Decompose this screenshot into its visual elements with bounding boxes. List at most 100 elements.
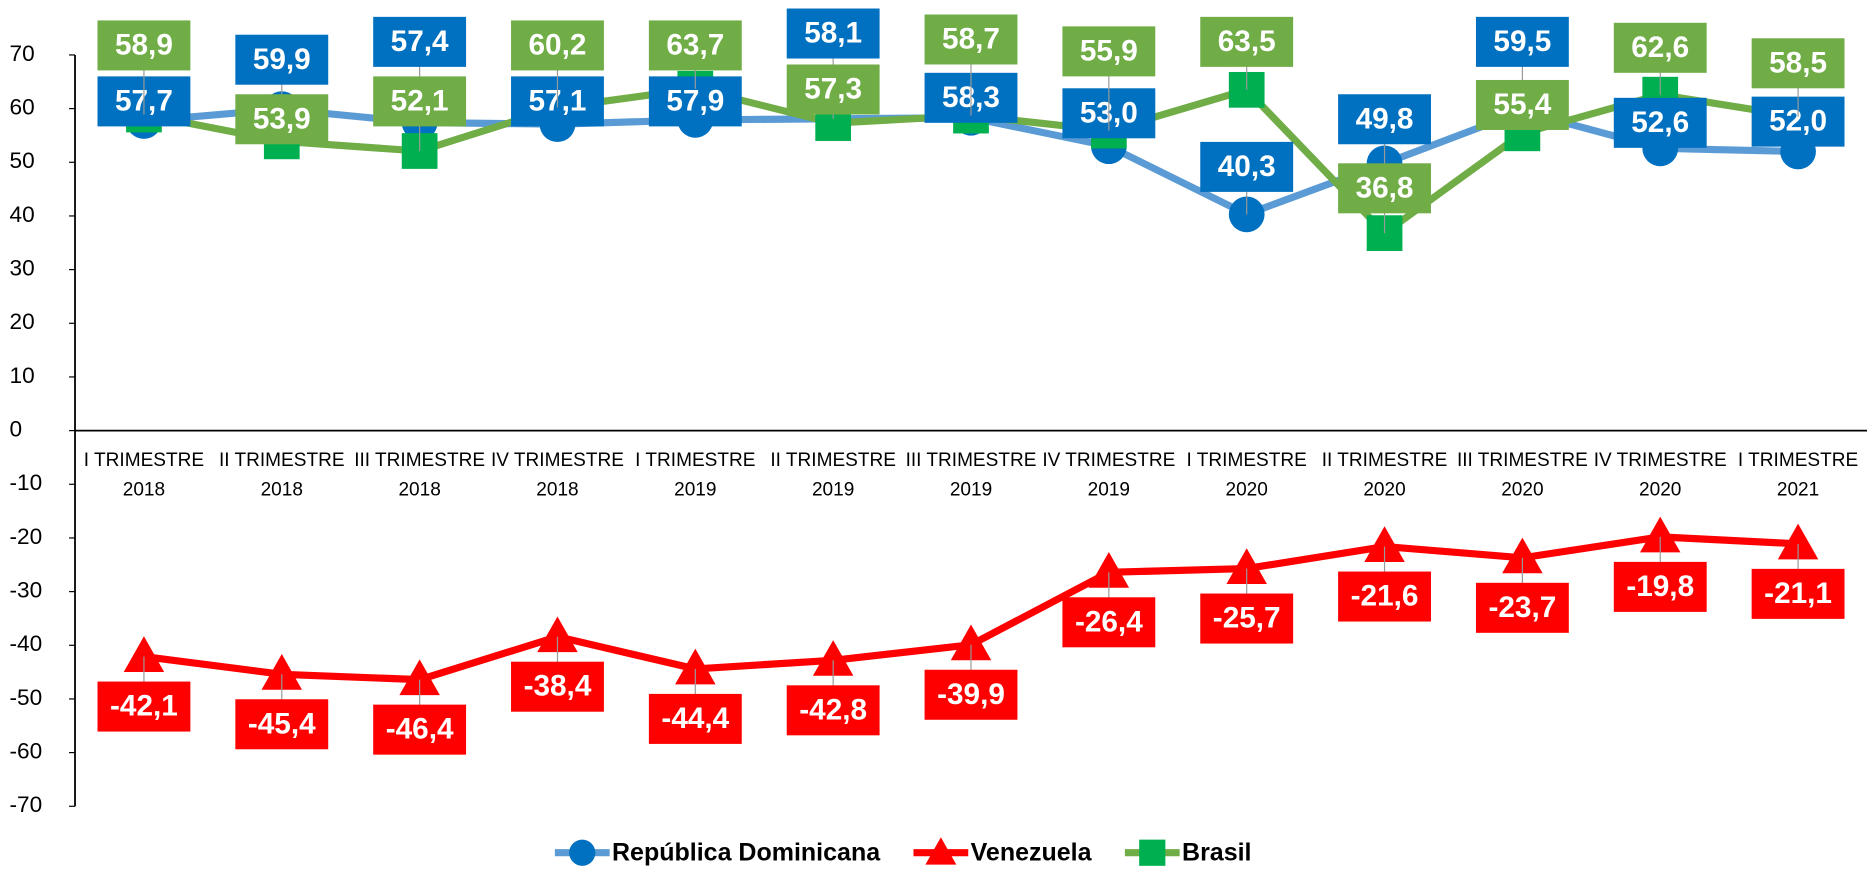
x-tick-label: I TRIMESTRE 2021 <box>1738 450 1858 501</box>
data-label: -42,1 <box>110 690 178 723</box>
x-tick-line: III TRIMESTRE <box>906 450 1037 471</box>
data-label: -46,4 <box>386 713 454 746</box>
label-box <box>511 661 604 712</box>
data-label: 62,6 <box>1631 31 1689 64</box>
x-tick-label: II TRIMESTRE 2019 <box>770 450 896 501</box>
x-tick-line: I TRIMESTRE <box>635 450 755 471</box>
data-label: 53,9 <box>253 102 311 135</box>
data-label: 58,5 <box>1769 46 1827 79</box>
x-tick-line: 2020 <box>1639 480 1681 501</box>
x-tick-line: 2019 <box>1088 480 1130 501</box>
data-label: 55,4 <box>1493 88 1551 121</box>
x-tick-label: II TRIMESTRE 2018 <box>219 450 345 501</box>
legend-marker <box>569 839 596 866</box>
y-tick-label: -10 <box>10 470 43 495</box>
y-tick-label: -30 <box>10 578 43 603</box>
label-box <box>1338 571 1431 622</box>
label-box <box>1338 163 1431 214</box>
label-box <box>235 94 329 145</box>
label-box <box>373 16 467 67</box>
label-box <box>1751 568 1845 619</box>
marker <box>123 636 165 673</box>
data-label: 63,5 <box>1218 25 1276 58</box>
data-label: -19,8 <box>1626 570 1694 603</box>
data-label: 36,8 <box>1356 171 1414 204</box>
label-box <box>1338 94 1431 145</box>
y-tick-label: 30 <box>10 256 35 281</box>
label-box <box>1475 79 1569 130</box>
x-tick-line: I TRIMESTRE <box>1738 450 1858 471</box>
y-tick-label: 10 <box>10 363 35 388</box>
label-box <box>373 704 467 755</box>
y-tick-label: 0 <box>10 417 23 442</box>
y-tick-label: 20 <box>10 309 35 334</box>
y-tick-label: -20 <box>10 524 43 549</box>
data-label: 52,1 <box>391 84 449 117</box>
label-box <box>1751 38 1845 89</box>
data-label: 59,5 <box>1493 25 1551 58</box>
legend-label: Venezuela <box>971 839 1093 866</box>
label-box <box>924 14 1018 65</box>
marker <box>950 624 992 661</box>
y-tick-label: -40 <box>10 631 43 656</box>
data-label: 55,9 <box>1080 34 1138 67</box>
x-tick-line: I TRIMESTRE <box>84 450 204 471</box>
data-label: 49,8 <box>1356 102 1414 135</box>
label-box <box>924 669 1018 720</box>
x-tick-line: II TRIMESTRE <box>219 450 345 471</box>
label-box <box>786 64 880 115</box>
label-box <box>786 8 880 59</box>
marker <box>537 616 578 653</box>
label-box <box>235 699 329 750</box>
x-tick-line: 2018 <box>123 480 165 501</box>
label-box <box>648 20 742 71</box>
legend-marker <box>1139 839 1166 866</box>
label-box <box>1613 97 1707 148</box>
x-tick-line: IV TRIMESTRE <box>491 450 624 471</box>
x-tick-line: 2020 <box>1501 480 1543 501</box>
data-label: -21,6 <box>1351 580 1419 613</box>
data-label: -45,4 <box>248 707 316 740</box>
x-tick-line: III TRIMESTRE <box>1457 450 1588 471</box>
x-tick-line: III TRIMESTRE <box>354 450 485 471</box>
data-label: 58,9 <box>115 28 173 61</box>
x-tick-line: 2021 <box>1777 480 1819 501</box>
marker <box>1364 526 1405 563</box>
y-tick-label: -70 <box>10 792 43 817</box>
data-label: -21,1 <box>1764 577 1832 610</box>
x-tick-label: I TRIMESTRE 2020 <box>1187 450 1307 501</box>
label-box <box>1200 16 1294 67</box>
x-tick-label: III TRIMESTRE 2020 <box>1457 450 1588 501</box>
x-tick-label: IV TRIMESTRE 2018 <box>491 450 624 501</box>
y-tick-label: 60 <box>10 95 35 120</box>
label-box <box>511 20 604 71</box>
marker <box>812 640 854 676</box>
y-tick-label: -60 <box>10 739 43 764</box>
data-label: -44,4 <box>661 702 729 735</box>
x-tick-line: 2019 <box>674 480 716 501</box>
x-tick-line: II TRIMESTRE <box>1322 450 1448 471</box>
marker <box>261 654 303 690</box>
label-box <box>1475 582 1569 633</box>
x-tick-label: I TRIMESTRE 2019 <box>635 450 755 501</box>
marker <box>1639 516 1681 553</box>
marker <box>399 659 440 696</box>
label-box <box>373 76 467 127</box>
data-label: 60,2 <box>529 28 587 61</box>
label-box <box>1475 16 1569 67</box>
data-label: 57,4 <box>391 25 449 58</box>
x-tick-label: IV TRIMESTRE 2020 <box>1594 450 1727 501</box>
data-label: -26,4 <box>1075 605 1143 638</box>
x-tick-label: IV TRIMESTRE 2019 <box>1042 450 1175 501</box>
x-tick-label: II TRIMESTRE 2020 <box>1322 450 1448 501</box>
x-tick-line: 2020 <box>1363 480 1405 501</box>
data-label: 58,1 <box>804 17 862 50</box>
label-box <box>97 681 191 732</box>
x-tick-line: IV TRIMESTRE <box>1042 450 1175 471</box>
label-box <box>786 685 880 736</box>
x-tick-line: II TRIMESTRE <box>770 450 896 471</box>
data-label: 57,3 <box>804 73 862 106</box>
data-label: 63,7 <box>666 28 724 61</box>
y-tick-label: -50 <box>10 685 43 710</box>
